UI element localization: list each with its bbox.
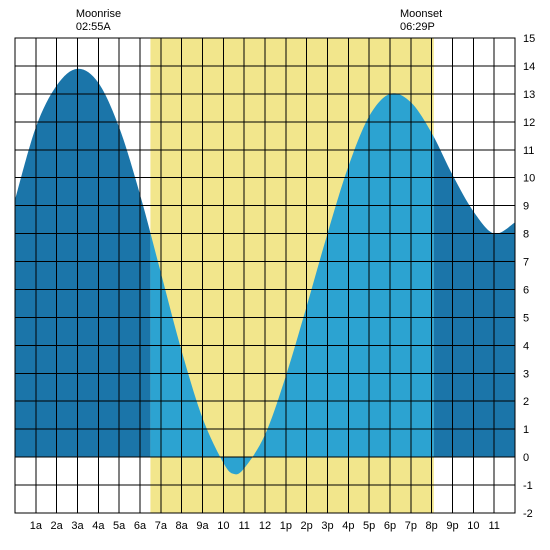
svg-text:6p: 6p: [384, 520, 396, 532]
svg-text:0: 0: [523, 452, 529, 464]
svg-text:2a: 2a: [51, 520, 64, 532]
svg-text:1: 1: [523, 424, 529, 436]
svg-text:9p: 9p: [446, 520, 458, 532]
svg-text:11: 11: [238, 520, 249, 532]
moonset-time: 06:29P: [400, 21, 442, 34]
svg-text:7: 7: [523, 257, 529, 269]
svg-text:-2: -2: [523, 508, 533, 520]
svg-text:5a: 5a: [113, 520, 126, 532]
moonrise-annotation: Moonrise 02:55A: [76, 8, 121, 34]
svg-text:11: 11: [488, 520, 499, 532]
svg-text:9: 9: [523, 201, 529, 213]
svg-text:2p: 2p: [301, 520, 313, 532]
svg-text:3: 3: [523, 368, 529, 380]
tide-chart: -2-101234567891011121314151a2a3a4a5a6a7a…: [0, 0, 550, 550]
svg-text:5p: 5p: [363, 520, 375, 532]
svg-text:12: 12: [259, 520, 271, 532]
svg-text:6a: 6a: [134, 520, 147, 532]
svg-text:4p: 4p: [342, 520, 354, 532]
svg-text:15: 15: [523, 33, 535, 45]
svg-text:-1: -1: [523, 480, 533, 492]
svg-text:1a: 1a: [30, 520, 43, 532]
svg-text:13: 13: [523, 89, 535, 101]
svg-text:14: 14: [523, 61, 535, 73]
svg-text:8p: 8p: [426, 520, 438, 532]
svg-text:2: 2: [523, 396, 529, 408]
svg-text:4: 4: [523, 340, 529, 352]
svg-text:11: 11: [523, 145, 534, 157]
svg-text:8: 8: [523, 229, 529, 241]
svg-text:3p: 3p: [321, 520, 333, 532]
svg-text:10: 10: [217, 520, 229, 532]
svg-text:9a: 9a: [196, 520, 209, 532]
svg-text:4a: 4a: [92, 520, 105, 532]
moonset-label: Moonset: [400, 8, 442, 21]
svg-text:6: 6: [523, 284, 529, 296]
chart-svg: -2-101234567891011121314151a2a3a4a5a6a7a…: [0, 0, 550, 550]
svg-text:7p: 7p: [405, 520, 417, 532]
svg-text:12: 12: [523, 117, 535, 129]
svg-text:10: 10: [467, 520, 479, 532]
svg-text:7a: 7a: [155, 520, 168, 532]
moonrise-label: Moonrise: [76, 8, 121, 21]
svg-text:5: 5: [523, 312, 529, 324]
svg-text:1p: 1p: [280, 520, 292, 532]
svg-text:10: 10: [523, 173, 535, 185]
svg-text:8a: 8a: [176, 520, 189, 532]
moonset-annotation: Moonset 06:29P: [400, 8, 442, 34]
svg-text:3a: 3a: [71, 520, 84, 532]
moonrise-time: 02:55A: [76, 21, 121, 34]
